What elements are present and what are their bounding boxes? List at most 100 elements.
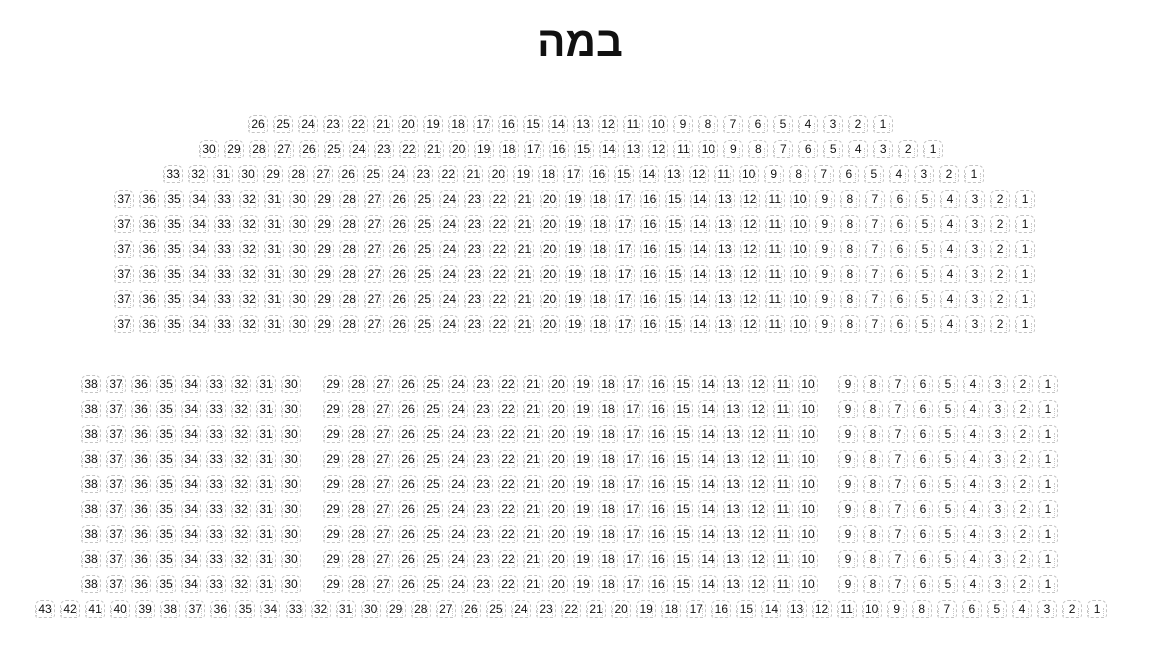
seat[interactable]: 30 xyxy=(281,550,301,568)
seat[interactable]: 2 xyxy=(990,290,1011,308)
seat[interactable]: 22 xyxy=(438,165,459,183)
seat[interactable]: 9 xyxy=(723,140,744,158)
seat[interactable]: 26 xyxy=(398,575,418,593)
seat[interactable]: 34 xyxy=(181,475,201,493)
seat[interactable]: 18 xyxy=(589,290,610,308)
seat[interactable]: 16 xyxy=(639,240,660,258)
seat[interactable]: 25 xyxy=(423,450,443,468)
seat[interactable]: 35 xyxy=(156,450,176,468)
seat[interactable]: 8 xyxy=(863,550,883,568)
seat[interactable]: 24 xyxy=(388,165,409,183)
seat[interactable]: 24 xyxy=(448,575,468,593)
seat[interactable]: 2 xyxy=(1013,425,1033,443)
seat[interactable]: 19 xyxy=(573,550,593,568)
seat[interactable]: 26 xyxy=(248,115,268,133)
seat[interactable]: 6 xyxy=(798,140,819,158)
seat[interactable]: 4 xyxy=(963,375,983,393)
seat[interactable]: 7 xyxy=(723,115,743,133)
seat[interactable]: 24 xyxy=(439,315,460,333)
seat[interactable]: 22 xyxy=(489,240,510,258)
seat[interactable]: 18 xyxy=(598,375,618,393)
seat[interactable]: 15 xyxy=(673,400,693,418)
seat[interactable]: 32 xyxy=(310,600,331,618)
seat[interactable]: 6 xyxy=(913,400,933,418)
seat[interactable]: 35 xyxy=(156,425,176,443)
seat[interactable]: 10 xyxy=(798,450,818,468)
seat[interactable]: 21 xyxy=(523,500,543,518)
seat[interactable]: 15 xyxy=(673,425,693,443)
seat[interactable]: 6 xyxy=(838,165,859,183)
seat[interactable]: 21 xyxy=(523,550,543,568)
seat[interactable]: 9 xyxy=(814,290,835,308)
seat[interactable]: 9 xyxy=(838,400,858,418)
seat[interactable]: 14 xyxy=(689,290,710,308)
seat[interactable]: 34 xyxy=(189,215,210,233)
seat[interactable]: 14 xyxy=(698,575,718,593)
seat[interactable]: 19 xyxy=(564,315,585,333)
seat[interactable]: 36 xyxy=(210,600,231,618)
seat[interactable]: 37 xyxy=(114,190,134,208)
seat[interactable]: 12 xyxy=(688,165,709,183)
seat[interactable]: 21 xyxy=(514,190,535,208)
seat[interactable]: 35 xyxy=(164,290,185,308)
seat[interactable]: 4 xyxy=(1011,600,1032,618)
seat[interactable]: 5 xyxy=(938,550,958,568)
seat[interactable]: 38 xyxy=(81,450,101,468)
seat[interactable]: 24 xyxy=(448,550,468,568)
seat[interactable]: 12 xyxy=(739,215,760,233)
seat[interactable]: 35 xyxy=(164,215,185,233)
seat[interactable]: 9 xyxy=(763,165,784,183)
seat[interactable]: 18 xyxy=(598,500,618,518)
seat[interactable]: 3 xyxy=(965,215,986,233)
seat[interactable]: 9 xyxy=(838,450,858,468)
seat[interactable]: 2 xyxy=(1013,500,1033,518)
seat[interactable]: 1 xyxy=(1038,450,1058,468)
seat[interactable]: 28 xyxy=(348,575,368,593)
seat[interactable]: 35 xyxy=(156,500,176,518)
seat[interactable]: 8 xyxy=(863,500,883,518)
seat[interactable]: 35 xyxy=(164,240,185,258)
seat[interactable]: 38 xyxy=(81,575,101,593)
seat[interactable]: 21 xyxy=(523,400,543,418)
seat[interactable]: 5 xyxy=(938,575,958,593)
seat[interactable]: 15 xyxy=(664,265,685,283)
seat[interactable]: 22 xyxy=(489,265,510,283)
seat[interactable]: 5 xyxy=(914,215,935,233)
seat[interactable]: 21 xyxy=(514,265,535,283)
seat[interactable]: 8 xyxy=(863,475,883,493)
seat[interactable]: 4 xyxy=(963,575,983,593)
seat[interactable]: 31 xyxy=(256,575,276,593)
seat[interactable]: 15 xyxy=(664,190,685,208)
seat[interactable]: 30 xyxy=(281,575,301,593)
seat[interactable]: 32 xyxy=(231,375,251,393)
seat[interactable]: 16 xyxy=(648,525,668,543)
seat[interactable]: 16 xyxy=(648,575,668,593)
seat[interactable]: 34 xyxy=(189,290,210,308)
seat[interactable]: 35 xyxy=(156,375,176,393)
seat[interactable]: 4 xyxy=(963,425,983,443)
seat[interactable]: 24 xyxy=(448,400,468,418)
seat[interactable]: 21 xyxy=(523,450,543,468)
seat[interactable]: 17 xyxy=(623,375,643,393)
seat[interactable]: 6 xyxy=(913,500,933,518)
seat[interactable]: 7 xyxy=(864,215,885,233)
seat[interactable]: 4 xyxy=(939,265,960,283)
seat[interactable]: 34 xyxy=(181,400,201,418)
seat[interactable]: 37 xyxy=(114,315,134,333)
seat[interactable]: 10 xyxy=(789,315,810,333)
seat[interactable]: 2 xyxy=(1013,375,1033,393)
seat[interactable]: 41 xyxy=(85,600,106,618)
seat[interactable]: 4 xyxy=(963,450,983,468)
seat[interactable]: 11 xyxy=(773,450,793,468)
seat[interactable]: 17 xyxy=(623,475,643,493)
seat[interactable]: 5 xyxy=(938,500,958,518)
seat[interactable]: 31 xyxy=(256,500,276,518)
seat[interactable]: 11 xyxy=(713,165,734,183)
seat[interactable]: 16 xyxy=(648,400,668,418)
seat[interactable]: 10 xyxy=(798,575,818,593)
seat[interactable]: 5 xyxy=(938,450,958,468)
seat[interactable]: 31 xyxy=(264,190,285,208)
seat[interactable]: 6 xyxy=(889,315,910,333)
seat[interactable]: 3 xyxy=(965,240,986,258)
seat[interactable]: 10 xyxy=(789,265,810,283)
